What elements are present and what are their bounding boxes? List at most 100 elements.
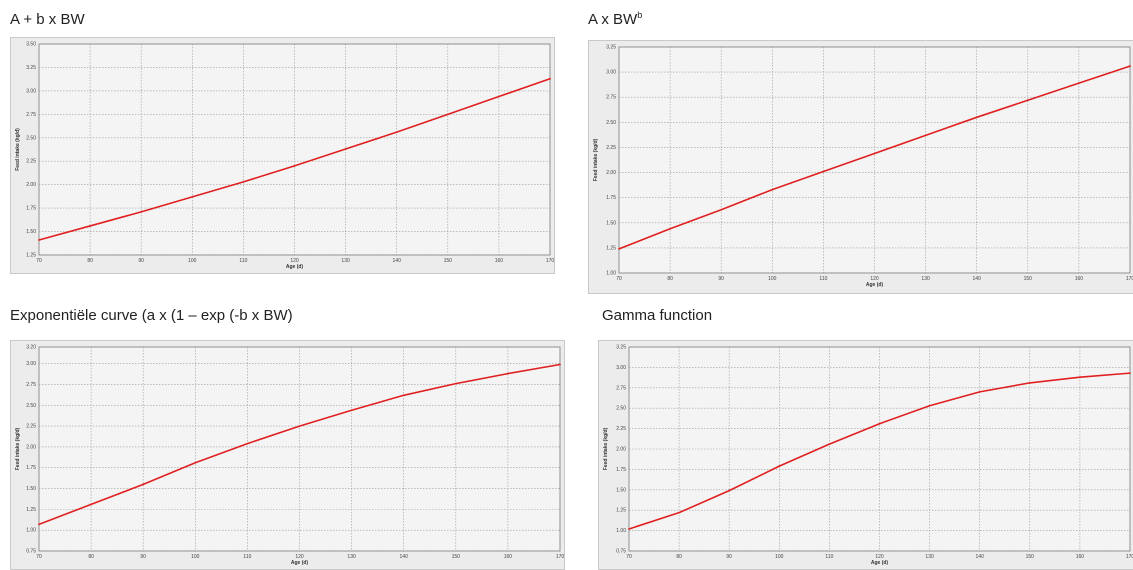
x-tick-label: 80	[87, 258, 93, 264]
chart-panel-3: Exponentiële curve (a x (1 – exp (-b x B…	[10, 306, 565, 570]
y-tick-label: 2.00	[606, 170, 616, 176]
x-tick-label: 80	[667, 276, 673, 282]
x-tick-label: 150	[444, 258, 453, 264]
x-tick-label: 100	[775, 554, 784, 560]
y-axis-label: Feed intake (kg/d)	[15, 128, 21, 171]
series-point	[878, 422, 881, 425]
x-tick-label: 100	[191, 554, 200, 560]
y-tick-label: 2.25	[26, 159, 36, 165]
x-tick-label: 140	[393, 258, 402, 264]
y-tick-label: 0.75	[616, 549, 626, 555]
y-tick-label: 3.00	[606, 70, 616, 76]
x-tick-label: 170	[556, 554, 564, 560]
y-tick-label: 2.50	[26, 403, 36, 409]
series-point	[669, 227, 671, 230]
chart-svg-1: 70 80 90 100 110 120 130 140 150 160 170 1.25 1.50 1.…	[15, 42, 554, 271]
chart-svg-3: 70 80 90 100 110 120 130 140 150 160 170 0.75 1.00 1.…	[15, 345, 564, 567]
x-tick-label: 160	[504, 554, 513, 560]
x-tick-label: 100	[768, 276, 777, 282]
y-tick-label: 3.00	[616, 365, 626, 371]
series-point	[1129, 65, 1131, 67]
series-point	[822, 170, 825, 173]
x-tick-label: 70	[626, 554, 632, 560]
chart-area-3: 70 80 90 100 110 120 130 140 150 160 170 0.75 1.00 1.…	[10, 340, 565, 570]
x-tick-label: 70	[36, 258, 42, 264]
y-tick-label: 3.50	[26, 42, 36, 48]
series-point	[778, 465, 781, 468]
x-tick-label: 140	[976, 554, 985, 560]
x-tick-label: 170	[1126, 276, 1133, 282]
y-tick-label: 2.75	[606, 95, 616, 101]
y-tick-label: 0.75	[26, 549, 36, 555]
x-axis-label: Age (d)	[286, 264, 304, 270]
y-tick-label: 1.50	[606, 220, 616, 226]
series-point	[1079, 376, 1081, 379]
y-tick-label: 3.00	[26, 361, 36, 367]
y-tick-label: 1.00	[606, 271, 616, 277]
x-tick-label: 120	[290, 258, 299, 264]
y-tick-label: 3.25	[606, 45, 616, 51]
chart-title-2: A x BWb	[588, 10, 643, 28]
x-tick-label: 80	[676, 554, 682, 560]
y-tick-label: 1.25	[606, 245, 616, 251]
series-point	[242, 180, 245, 183]
series-point	[89, 225, 91, 227]
series-point	[618, 247, 620, 250]
series-point	[350, 409, 353, 412]
series-point	[873, 152, 876, 155]
y-tick-label: 3.00	[26, 88, 36, 94]
series-point	[194, 461, 197, 464]
x-tick-label: 130	[921, 276, 930, 282]
series-point	[975, 116, 978, 119]
x-tick-label: 140	[973, 276, 982, 282]
series-point	[298, 425, 301, 428]
y-tick-label: 2.25	[616, 426, 626, 432]
x-tick-label: 90	[726, 554, 732, 560]
series-point	[728, 489, 731, 492]
x-tick-label: 160	[1076, 554, 1085, 560]
series-point	[720, 208, 723, 211]
series-point	[344, 148, 347, 150]
chart-title-1: A + b x BW	[10, 11, 85, 28]
chart-area-2: 70 80 90 100 110 120 130 140 150 160 170 1.00 1.25 1.…	[588, 40, 1133, 294]
series-point	[1028, 382, 1031, 384]
x-tick-label: 130	[347, 554, 356, 560]
x-tick-label: 120	[295, 554, 304, 560]
x-axis-label: Age (d)	[291, 560, 309, 566]
x-tick-label: 80	[88, 554, 94, 560]
x-tick-label: 110	[819, 276, 827, 282]
series-point	[559, 363, 561, 366]
x-tick-label: 150	[452, 554, 461, 560]
x-tick-label: 110	[825, 554, 833, 560]
y-axis-label: Feed intake (kg/d)	[603, 427, 609, 470]
chart-svg-2: 70 80 90 100 110 120 130 140 150 160 170 1.00 1.25 1.…	[593, 45, 1133, 289]
y-tick-label: 1.25	[26, 507, 36, 513]
series-point	[142, 483, 145, 486]
y-tick-label: 2.75	[26, 112, 36, 118]
series-point	[38, 239, 40, 241]
y-tick-label: 1.25	[616, 508, 626, 514]
x-tick-label: 130	[341, 258, 350, 264]
series-point	[191, 195, 194, 198]
series-point	[549, 77, 551, 80]
y-tick-label: 1.75	[616, 467, 626, 473]
x-tick-label: 70	[36, 554, 42, 560]
x-tick-label: 70	[616, 276, 622, 282]
y-tick-label: 1.75	[606, 195, 616, 201]
chart-panel-1: A + b x BW 70 80 90 100 110 120 130 140 150 160 17…	[10, 10, 555, 274]
series-point	[507, 372, 509, 375]
chart-area-1: 70 80 90 100 110 120 130 140 150 160 170 1.25 1.50 1.…	[10, 37, 555, 274]
x-tick-label: 90	[138, 258, 144, 264]
y-tick-label: 2.00	[26, 444, 36, 450]
y-tick-label: 1.50	[616, 487, 626, 493]
y-tick-label: 2.00	[616, 447, 626, 453]
series-point	[628, 528, 630, 530]
chart-title-3: Exponentiële curve (a x (1 – exp (-b x B…	[10, 307, 293, 324]
y-tick-label: 1.00	[616, 528, 626, 534]
series-point	[678, 511, 680, 514]
series-point	[928, 404, 931, 407]
x-tick-label: 150	[1026, 554, 1035, 560]
x-axis-label: Age (d)	[866, 282, 884, 288]
series-point	[828, 443, 831, 446]
series-point	[1078, 82, 1080, 85]
